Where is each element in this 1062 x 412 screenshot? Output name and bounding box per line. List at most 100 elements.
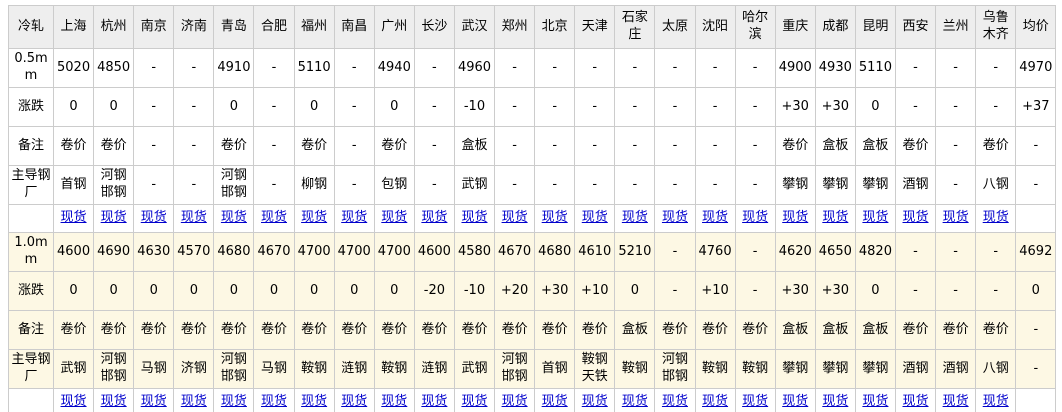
column-header: 重庆 bbox=[774, 5, 816, 49]
spot-link[interactable]: 现货 bbox=[341, 210, 368, 226]
spot-link[interactable]: 现货 bbox=[381, 210, 408, 226]
spot-link[interactable]: 现货 bbox=[982, 210, 1009, 226]
price-cell: 4960 bbox=[453, 48, 496, 88]
mill-cell: 涟钢 bbox=[333, 349, 375, 389]
spot-link[interactable]: 现货 bbox=[661, 394, 688, 410]
change-cell: - bbox=[734, 271, 776, 311]
price-row: 0.5mm 5020 4850- -4910-5110-4940-4960- - - - - -… bbox=[8, 48, 1057, 88]
change-cell: - bbox=[975, 271, 1017, 311]
spot-cell: 现货 bbox=[814, 388, 856, 412]
mill-cell: - bbox=[1015, 165, 1057, 205]
spot-link[interactable]: 现货 bbox=[421, 210, 448, 226]
spot-cell: 现货 bbox=[534, 388, 576, 412]
table-body: 0.5mm 5020 4850- -4910-5110-4940-4960- - - - - -… bbox=[8, 48, 1057, 412]
spot-link[interactable]: 现货 bbox=[541, 394, 568, 410]
spot-link[interactable]: 现货 bbox=[942, 394, 969, 410]
column-header: 广州 bbox=[373, 5, 415, 49]
cold-rolled-price-table: 冷轧 上海 杭州 南京 济南 青岛 合肥 福州 南昌 广州 长沙 武汉 郑州 北京 天津 石家庄 太原 沈阳 哈尔… bbox=[8, 5, 1057, 412]
remark-cell: - bbox=[574, 126, 616, 166]
spot-link[interactable]: 现货 bbox=[100, 210, 127, 226]
spot-link[interactable]: 现货 bbox=[742, 394, 769, 410]
spot-link[interactable]: 现货 bbox=[581, 394, 608, 410]
price-cell: 4930 bbox=[814, 48, 856, 88]
spot-link[interactable]: 现货 bbox=[501, 394, 528, 410]
change-cell: 0 bbox=[253, 271, 295, 311]
spot-link[interactable]: 现货 bbox=[140, 394, 167, 410]
spot-cell: 现货 bbox=[93, 388, 135, 412]
spot-link[interactable]: 现货 bbox=[862, 394, 889, 410]
spot-link[interactable]: 现货 bbox=[381, 394, 408, 410]
spot-link[interactable]: 现货 bbox=[301, 394, 328, 410]
remark-row: 备注 卷价 卷价 卷价 卷价 卷价 卷价 卷价 卷价 卷价 卷价 卷价 卷价 卷价 卷价 盒板 卷价 卷价 卷价 盒板… bbox=[8, 310, 1057, 350]
change-cell: 0 bbox=[93, 271, 135, 311]
price-cell: 4760 bbox=[694, 232, 736, 272]
spot-link[interactable]: 现货 bbox=[902, 210, 929, 226]
remark-cell: 卷价 bbox=[453, 310, 496, 350]
spot-link[interactable]: 现货 bbox=[702, 210, 729, 226]
change-cell: +30 bbox=[534, 271, 576, 311]
spot-link[interactable]: 现货 bbox=[782, 210, 809, 226]
spot-link[interactable]: 现货 bbox=[100, 394, 127, 410]
mill-cell: 鞍钢 bbox=[734, 349, 776, 389]
spot-link[interactable]: 现货 bbox=[822, 394, 849, 410]
spot-link[interactable]: 现货 bbox=[180, 210, 207, 226]
spot-link[interactable]: 现货 bbox=[220, 394, 247, 410]
spot-link[interactable]: 现货 bbox=[60, 210, 87, 226]
price-cell: - bbox=[614, 48, 656, 88]
remark-cell: 盒板 bbox=[814, 310, 856, 350]
spot-link[interactable]: 现货 bbox=[261, 210, 288, 226]
remark-cell: 卷价 bbox=[494, 310, 536, 350]
spot-link[interactable]: 现货 bbox=[220, 210, 247, 226]
spot-link[interactable]: 现货 bbox=[581, 210, 608, 226]
column-header: 哈尔滨 bbox=[734, 5, 776, 49]
spot-link[interactable]: 现货 bbox=[862, 210, 889, 226]
spot-link[interactable]: 现货 bbox=[982, 394, 1009, 410]
spot-link[interactable]: 现货 bbox=[60, 394, 87, 410]
spot-cell: 现货 bbox=[253, 204, 295, 233]
remark-cell: 卷价 bbox=[173, 310, 215, 350]
price-cell: 4630 bbox=[133, 232, 175, 272]
spot-link[interactable]: 现货 bbox=[742, 210, 769, 226]
spot-link[interactable]: 现货 bbox=[421, 394, 448, 410]
spot-link[interactable]: 现货 bbox=[140, 210, 167, 226]
mill-cell: 攀钢 bbox=[854, 349, 896, 389]
remark-cell: - bbox=[333, 126, 375, 166]
change-cell: 0 bbox=[173, 271, 215, 311]
spot-link[interactable]: 现货 bbox=[341, 394, 368, 410]
price-cell: - bbox=[173, 48, 215, 88]
remark-cell: - bbox=[253, 126, 295, 166]
spot-link[interactable]: 现货 bbox=[541, 210, 568, 226]
spot-link[interactable]: 现货 bbox=[782, 394, 809, 410]
spot-link[interactable]: 现货 bbox=[461, 394, 488, 410]
spot-cell: 现货 bbox=[293, 388, 335, 412]
spot-cell: 现货 bbox=[814, 204, 856, 233]
remark-cell: - bbox=[935, 126, 977, 166]
column-header: 乌鲁木齐 bbox=[975, 5, 1017, 49]
column-header: 昆明 bbox=[854, 5, 896, 49]
spot-link[interactable]: 现货 bbox=[942, 210, 969, 226]
spot-link[interactable]: 现货 bbox=[261, 394, 288, 410]
row-label: 0.5mm bbox=[8, 48, 54, 88]
spot-link[interactable]: 现货 bbox=[822, 210, 849, 226]
column-header: 青岛 bbox=[213, 5, 255, 49]
price-cell: - bbox=[894, 48, 937, 88]
remark-cell: 盒板 bbox=[854, 310, 896, 350]
spot-cell: 现货 bbox=[253, 388, 295, 412]
spot-link[interactable]: 现货 bbox=[621, 394, 648, 410]
remark-cell: 卷价 bbox=[213, 310, 255, 350]
spot-link[interactable]: 现货 bbox=[461, 210, 488, 226]
price-cell: 5110 bbox=[293, 48, 335, 88]
change-cell: 0 bbox=[93, 87, 135, 127]
mill-row: 主导钢厂 武钢 河钢邯钢 马钢 济钢 河钢邯钢 马钢 鞍钢 涟钢 鞍钢 涟钢 武钢 河钢邯钢 首钢 鞍钢天铁… bbox=[8, 349, 1057, 389]
spot-link[interactable]: 现货 bbox=[301, 210, 328, 226]
spot-link[interactable]: 现货 bbox=[902, 394, 929, 410]
spot-link[interactable]: 现货 bbox=[501, 210, 528, 226]
spot-link[interactable]: 现货 bbox=[180, 394, 207, 410]
spot-link[interactable]: 现货 bbox=[661, 210, 688, 226]
spot-link[interactable]: 现货 bbox=[621, 210, 648, 226]
row-label bbox=[8, 388, 54, 412]
change-cell: - bbox=[614, 87, 656, 127]
mill-cell: 攀钢 bbox=[814, 165, 856, 205]
column-header: 太原 bbox=[654, 5, 696, 49]
spot-link[interactable]: 现货 bbox=[702, 394, 729, 410]
